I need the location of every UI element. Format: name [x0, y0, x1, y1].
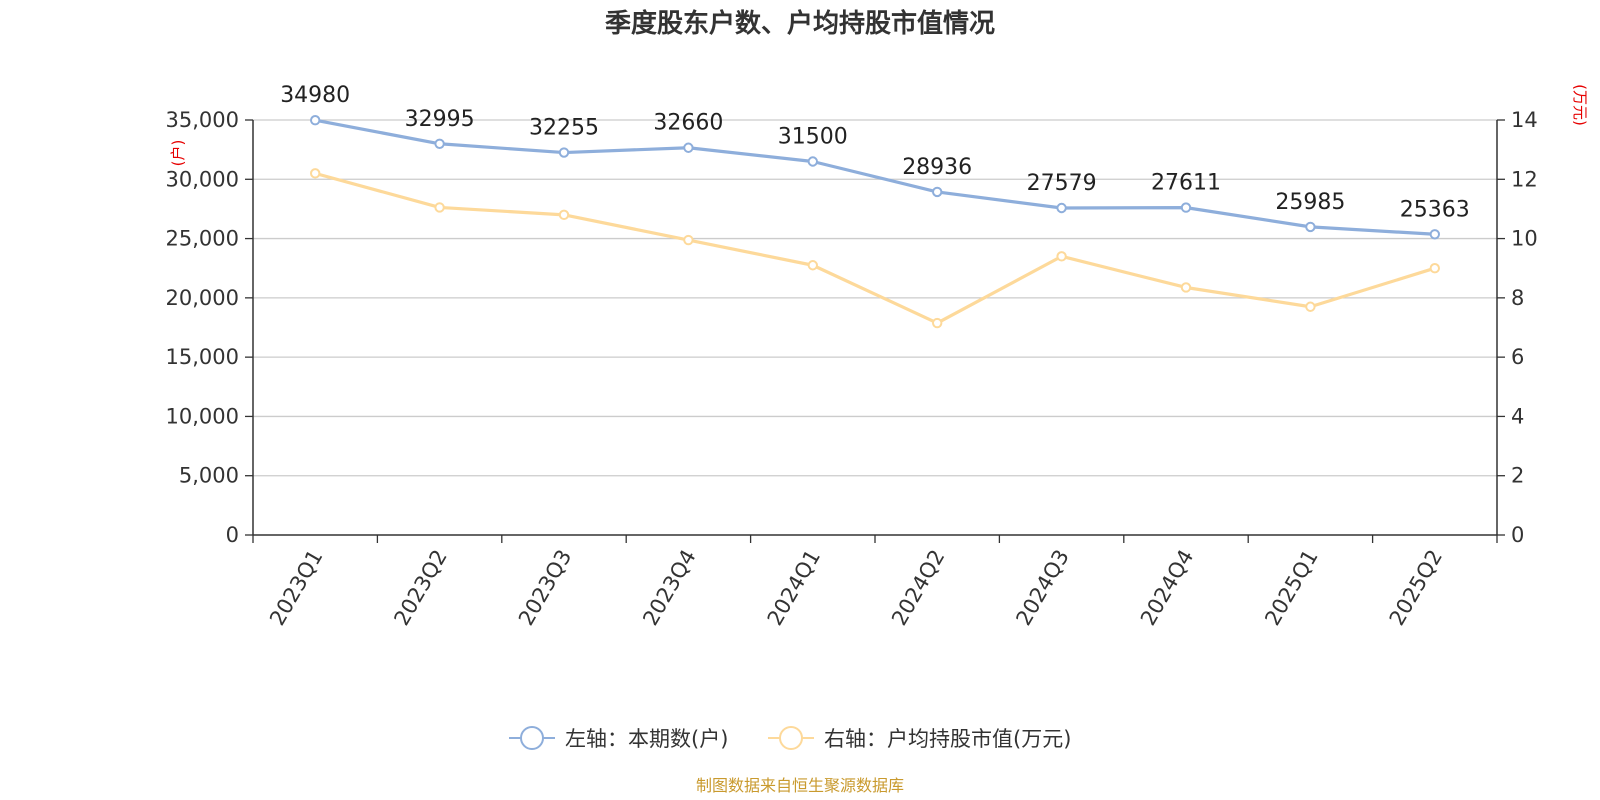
legend-label: 左轴：本期数(户) [565, 727, 728, 751]
right-axis-tick-label: 8 [1511, 286, 1524, 310]
x-axis-tick-label: 2025Q2 [1385, 546, 1447, 630]
x-axis-tick-label: 2024Q1 [763, 546, 825, 630]
left-axis-tick-label: 5,000 [179, 464, 239, 488]
series-point-1 [310, 115, 321, 126]
left-axis-tick-label: 20,000 [166, 286, 239, 310]
data-label: 25985 [1275, 190, 1345, 215]
data-label: 27579 [1027, 171, 1097, 196]
series-point-2 [683, 234, 694, 246]
grid-lines [253, 119, 1497, 477]
right-axis-tick-label: 10 [1511, 227, 1538, 251]
series-point-1 [1180, 202, 1192, 213]
source-note: 制图数据来自恒生聚源数据库 [696, 776, 904, 795]
legend-item-2: 右轴：户均持股市值(万元) [768, 726, 1071, 751]
series-point-2 [1429, 263, 1441, 274]
series-line-2 [314, 171, 1436, 325]
left-axis-unit: (户) [169, 140, 187, 167]
series-point-1 [932, 186, 943, 198]
series-point-1 [1305, 221, 1316, 233]
series-point-1 [1429, 229, 1441, 240]
series-point-2 [434, 202, 445, 213]
x-axis-tick-label: 2025Q1 [1260, 546, 1322, 630]
left-axis-tick-label: 10,000 [166, 404, 239, 428]
left-axis-tick-label: 15,000 [166, 345, 239, 369]
legend-item-1: 左轴：本期数(户) [509, 726, 728, 751]
series-point-2 [1056, 251, 1067, 262]
series: 34980 32995 32255 32660 31500 28936 27579 27611… [280, 83, 1470, 329]
series-point-1 [1056, 202, 1067, 214]
left-axis-tick-label: 0 [226, 523, 239, 547]
data-label: 34980 [280, 83, 350, 108]
right-axis-tick-label: 12 [1511, 167, 1538, 191]
x-axis-tick-label: 2024Q2 [887, 546, 949, 630]
x-axis-tick-label: 2024Q4 [1136, 546, 1198, 630]
series-point-2 [932, 317, 943, 329]
x-axis-tick-label: 2023Q4 [638, 546, 700, 630]
data-label: 28936 [902, 155, 972, 180]
data-label: 31500 [778, 125, 848, 150]
x-axis-tick-label: 2023Q3 [514, 546, 576, 630]
legend: 左轴：本期数(户) 右轴：户均持股市值(万元) [509, 726, 1071, 751]
data-label: 27611 [1151, 171, 1221, 196]
right-axis-tick-label: 14 [1511, 108, 1538, 132]
data-label: 25363 [1400, 197, 1470, 222]
x-axis-tick-label: 2024Q3 [1011, 546, 1073, 630]
series-point-1 [434, 138, 445, 149]
data-label: 32255 [529, 116, 599, 141]
right-axis-tick-label: 2 [1511, 464, 1524, 488]
series-point-2 [1180, 282, 1192, 293]
legend-marker-icon [520, 726, 544, 750]
x-axis-tick-label: 2023Q1 [265, 546, 327, 630]
series-point-1 [558, 147, 570, 158]
series-point-1 [683, 142, 694, 153]
series-point-1 [807, 156, 818, 167]
series-point-2 [807, 260, 818, 271]
legend-marker-icon [779, 726, 803, 750]
right-axis-tick-label: 4 [1511, 404, 1524, 428]
data-label: 32995 [405, 107, 475, 132]
left-axis-tick-label: 30,000 [166, 167, 239, 191]
left-axis-tick-label: 25,000 [166, 227, 239, 251]
right-axis-unit: (万元) [1571, 84, 1589, 126]
series-point-2 [558, 209, 570, 221]
series-point-2 [310, 168, 321, 179]
data-label: 32660 [653, 111, 723, 136]
left-axis-tick-label: 35,000 [166, 108, 239, 132]
chart-title: 季度股东户数、户均持股市值情况 [605, 8, 995, 39]
right-axis-tick-label: 6 [1511, 345, 1524, 369]
series-point-2 [1305, 301, 1316, 312]
x-axis-tick-label: 2023Q2 [389, 546, 451, 630]
right-axis-tick-label: 0 [1511, 523, 1524, 547]
series-line-1 [314, 118, 1435, 236]
legend-label: 右轴：户均持股市值(万元) [824, 727, 1071, 751]
axes: 0 5,000 10,000 15,000 20,000 25,000 30,000 35,0… [166, 108, 1538, 630]
